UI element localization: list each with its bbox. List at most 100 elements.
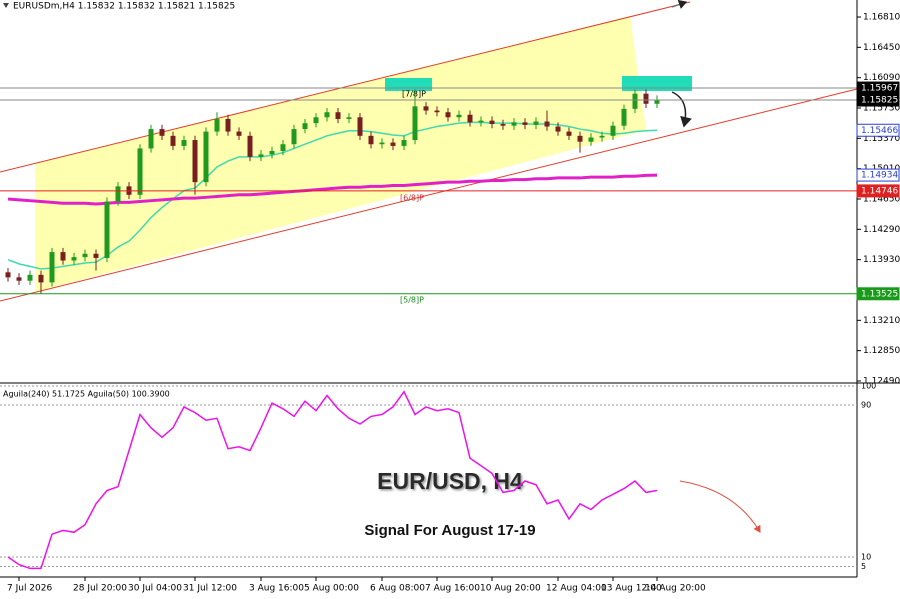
candle-body	[346, 117, 352, 119]
y-tick-label: 100	[861, 382, 876, 391]
candle-body	[104, 201, 110, 258]
x-tick-label: 28 Jul 20:00	[73, 584, 127, 594]
y-tick-label: 90	[861, 401, 871, 410]
candle-body	[335, 112, 341, 119]
annotation: [5/8]P	[400, 296, 424, 305]
annotation: [7/8]P	[402, 90, 426, 99]
candle-body	[302, 123, 308, 130]
y-tick-label: 1.12850	[863, 346, 900, 356]
arrow	[679, 480, 761, 533]
price-label: 1.15825	[861, 96, 898, 106]
y-tick-label: 10	[861, 553, 871, 562]
x-tick-label: 5 Aug 00:00	[304, 584, 359, 594]
subheading: Signal For August 17-19	[364, 522, 535, 539]
x-tick-label: 14 Aug 20:00	[645, 584, 706, 594]
y-tick-label: 1.16810	[863, 13, 900, 23]
price-label-box	[856, 123, 900, 137]
candle-body	[225, 118, 231, 132]
candle-body	[192, 140, 198, 183]
price-label: 1.15466	[861, 126, 898, 136]
legend: Aguila(240) 51.1725 Aguila(50) 100.3900	[3, 390, 170, 399]
price-label: 1.13525	[861, 289, 898, 299]
candle-body	[82, 253, 88, 258]
candle-body	[115, 186, 121, 202]
candle-body	[27, 274, 33, 281]
candle-body	[643, 93, 649, 104]
y-tick-label: 1.16450	[863, 43, 900, 53]
candle-body	[379, 142, 385, 145]
candle-body	[566, 131, 572, 136]
candle-body	[588, 137, 594, 142]
candle-body	[258, 154, 264, 157]
candle-body	[280, 144, 286, 151]
price-label-box	[856, 93, 900, 107]
candle-body	[522, 122, 528, 125]
candle-body	[511, 122, 517, 126]
candle-body	[203, 131, 209, 183]
x-tick-label: 6 Aug 08:00	[370, 584, 425, 594]
price-label: 1.14746	[861, 186, 898, 196]
candle-body	[621, 108, 627, 126]
chart-title: EURUSDm,H4 1.15832 1.15832 1.15821 1.158…	[13, 2, 235, 12]
channel-lower	[0, 88, 858, 302]
candle-body	[291, 129, 297, 145]
candle-body	[632, 93, 638, 109]
y-tick-label: 5	[861, 562, 866, 571]
price-label: 1.14934	[861, 171, 898, 181]
candle-body	[247, 135, 253, 157]
candle-body	[93, 253, 99, 258]
y-tick-label: 1.12490	[863, 376, 900, 386]
x-tick-label: 10 Aug 20:00	[480, 584, 541, 594]
candle-body	[456, 114, 462, 118]
candle-body	[269, 150, 275, 155]
candle-body	[60, 252, 66, 261]
candle-body	[434, 110, 440, 113]
candle-body	[38, 274, 44, 283]
candle-body	[368, 135, 374, 145]
moving-average	[7, 173, 658, 206]
x-tick-label: 12 Aug 04:00	[546, 584, 607, 594]
candle-body	[500, 124, 506, 126]
candle-body	[478, 120, 484, 123]
oscillator-line	[7, 390, 658, 570]
arrow	[671, 91, 692, 128]
y-tick-label: 1.15730	[863, 104, 900, 114]
heading: EUR/USD, H4	[377, 468, 523, 494]
arrow	[671, 0, 688, 9]
annotation: [6/8]P	[400, 194, 424, 203]
x-tick-label: 7 Jul 2026	[7, 584, 52, 594]
candle-body	[489, 120, 495, 125]
candle-body	[467, 114, 473, 123]
price-label-box	[856, 287, 900, 301]
candle-body	[324, 112, 330, 118]
candle-body	[236, 131, 242, 136]
y-tick-label: 1.15370	[863, 134, 900, 144]
y-tick-label: 1.13930	[863, 255, 900, 265]
candle-body	[412, 106, 418, 141]
candle-body	[654, 99, 660, 104]
x-tick-label: 3 Aug 16:00	[249, 584, 304, 594]
candle-body	[148, 129, 154, 149]
icon	[3, 3, 9, 8]
candle-body	[49, 252, 55, 283]
candle-body	[610, 125, 616, 136]
y-tick-label: 1.16090	[863, 73, 900, 83]
candle-body	[445, 112, 451, 118]
x-tick-label: 13 Aug 12:00	[601, 584, 662, 594]
candle-body	[555, 126, 561, 132]
candle-body	[71, 257, 77, 261]
x-tick-label: 30 Jul 04:00	[128, 584, 182, 594]
candle-body	[390, 142, 396, 146]
candle-body	[357, 117, 363, 136]
y-tick-label: 1.14650	[863, 194, 900, 204]
channel-fill	[35, 16, 646, 292]
zone-box	[622, 76, 692, 91]
candle-body	[533, 121, 539, 125]
candle-body	[423, 106, 429, 111]
candle-body	[159, 129, 165, 136]
price-label-box	[856, 168, 900, 182]
candle-body	[599, 135, 605, 138]
candle-body	[181, 140, 187, 146]
y-tick-label: 1.14290	[863, 225, 900, 235]
